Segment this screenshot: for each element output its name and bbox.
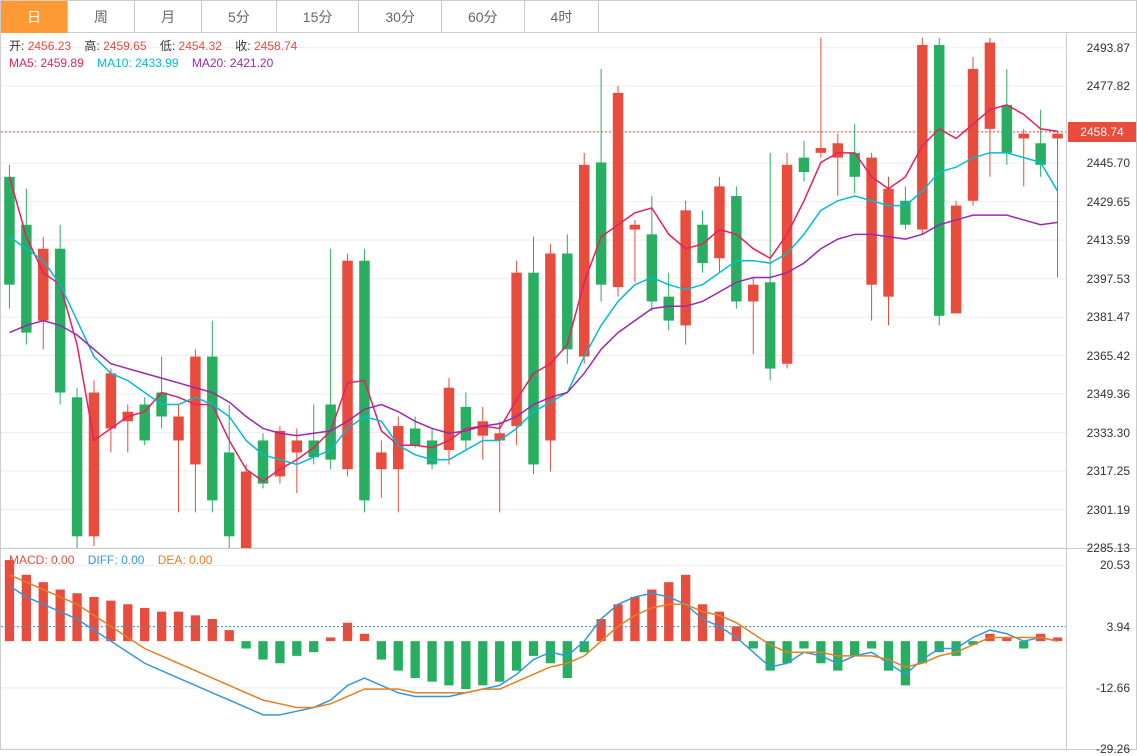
- close-label: 收:: [235, 39, 250, 53]
- yaxis-tick: 2349.36: [1087, 387, 1130, 401]
- high-label: 高:: [84, 39, 99, 53]
- timeframe-tabs: 日周月5分15分30分60分4时: [1, 1, 1136, 33]
- ma20-label: MA20:: [192, 56, 227, 70]
- tab-0[interactable]: 日: [1, 1, 68, 33]
- ma5-label: MA5:: [9, 56, 37, 70]
- candlestick-area: [1, 33, 1066, 548]
- ma10-value: 2433.99: [135, 56, 178, 70]
- tab-3[interactable]: 5分: [202, 1, 277, 33]
- macd-yaxis-tick: 3.94: [1107, 620, 1130, 634]
- macd-yaxis-tick: -12.66: [1096, 681, 1130, 695]
- diff-label: DIFF:: [88, 553, 118, 567]
- macd-yaxis: 20.533.94-12.66-29.26: [1066, 549, 1136, 749]
- macd-label: MACD:: [9, 553, 48, 567]
- tab-4[interactable]: 15分: [277, 1, 360, 33]
- macd-panel[interactable]: MACD: 0.00 DIFF: 0.00 DEA: 0.00 20.53 3.9…: [1, 549, 1136, 749]
- tab-2[interactable]: 月: [135, 1, 202, 33]
- ma10-label: MA10:: [97, 56, 132, 70]
- chart-container: 日周月5分15分30分60分4时 开: 2456.23 高: 2459.65 低…: [0, 0, 1137, 750]
- yaxis-tick: 2429.65: [1087, 195, 1130, 209]
- yaxis-tick: 2397.53: [1087, 272, 1130, 286]
- yaxis-tick: 2493.87: [1087, 41, 1130, 55]
- yaxis-tick: 2413.59: [1087, 233, 1130, 247]
- ma5-value: 2459.89: [40, 56, 83, 70]
- low-value: 2454.32: [179, 39, 222, 53]
- current-price-badge: 2458.74: [1068, 122, 1136, 142]
- main-yaxis: 2493.87 2477.82 2445.70 2429.65 2413.59 2397.…: [1066, 33, 1136, 548]
- yaxis-tick: 2477.82: [1087, 79, 1130, 93]
- low-label: 低:: [160, 39, 175, 53]
- yaxis-tick: 2445.70: [1087, 156, 1130, 170]
- macd-info: MACD: 0.00 DIFF: 0.00 DEA: 0.00: [9, 553, 222, 567]
- tab-6[interactable]: 60分: [442, 1, 525, 33]
- dea-value: 0.00: [189, 553, 212, 567]
- main-chart-panel[interactable]: 开: 2456.23 高: 2459.65 低: 2454.32 收: 2458…: [1, 33, 1136, 549]
- candlestick-svg: [1, 33, 1066, 548]
- yaxis-tick: 2381.47: [1087, 310, 1130, 324]
- open-label: 开:: [9, 39, 24, 53]
- macd-yaxis-tick: -29.26: [1096, 742, 1130, 756]
- diff-value: 0.00: [121, 553, 144, 567]
- macd-value: 0.00: [51, 553, 74, 567]
- macd-area: [1, 549, 1066, 749]
- ohlc-info: 开: 2456.23 高: 2459.65 低: 2454.32 收: 2458…: [9, 37, 307, 72]
- open-value: 2456.23: [28, 39, 71, 53]
- macd-svg: [1, 549, 1066, 749]
- yaxis-tick: 2301.19: [1087, 503, 1130, 517]
- yaxis-tick: 2365.42: [1087, 349, 1130, 363]
- high-value: 2459.65: [103, 39, 146, 53]
- ma20-value: 2421.20: [230, 56, 273, 70]
- close-value: 2458.74: [254, 39, 297, 53]
- tab-5[interactable]: 30分: [359, 1, 442, 33]
- yaxis-tick: 2317.25: [1087, 464, 1130, 478]
- macd-yaxis-tick: 20.53: [1100, 558, 1130, 572]
- tab-1[interactable]: 周: [68, 1, 135, 33]
- tab-7[interactable]: 4时: [525, 1, 600, 33]
- yaxis-tick: 2333.30: [1087, 426, 1130, 440]
- dea-label: DEA:: [158, 553, 186, 567]
